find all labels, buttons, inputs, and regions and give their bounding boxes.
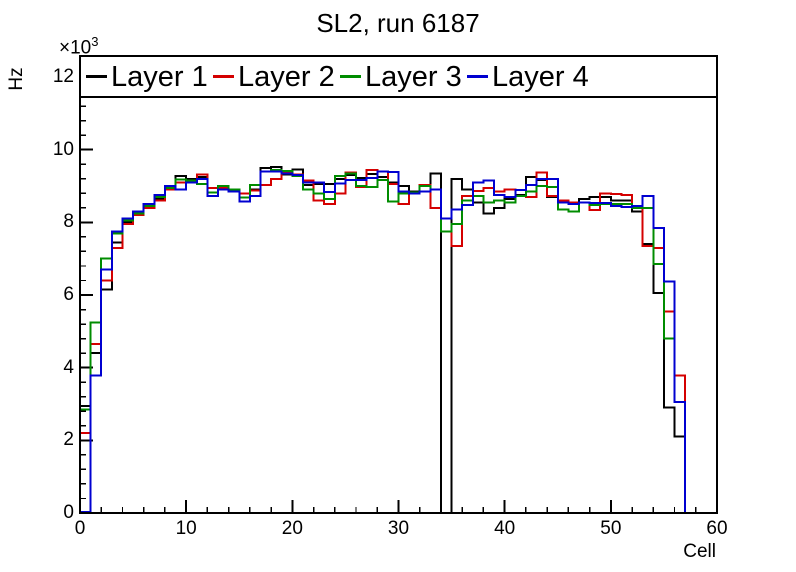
x-tick-label: 10 xyxy=(175,518,197,539)
plot-frame xyxy=(79,55,718,514)
x-tick-label: 60 xyxy=(706,518,728,539)
x-tick-label: 0 xyxy=(74,518,86,539)
legend-label-layer-1: Layer 1 xyxy=(111,61,208,93)
y-tick-label: 2 xyxy=(63,429,74,451)
layer-3-histogram xyxy=(79,169,717,514)
legend-box xyxy=(79,55,718,98)
x-axis-title: Cell xyxy=(683,541,716,562)
x-tick-label: 20 xyxy=(281,518,303,539)
layer-1-histogram xyxy=(79,165,717,514)
legend-label-layer-2: Layer 2 xyxy=(238,61,335,93)
y-tick-label: 4 xyxy=(63,356,74,378)
y-tick-label: 0 xyxy=(63,502,74,523)
y-axis-power-label: ×103 xyxy=(59,34,98,59)
y-tick-label: 6 xyxy=(63,284,74,306)
y-tick-label: 10 xyxy=(52,138,74,160)
layer-2-histogram xyxy=(79,169,717,514)
x-tick-label: 30 xyxy=(387,518,410,539)
y-tick-label: 8 xyxy=(63,211,74,233)
x-tick-label: 50 xyxy=(600,518,622,539)
legend-label-layer-4: Layer 4 xyxy=(492,61,589,93)
y-tick-label: 12 xyxy=(52,66,74,88)
x-tick-label: 40 xyxy=(494,518,516,539)
plot-title: SL2, run 6187 xyxy=(316,8,480,38)
y-power-base: ×10 xyxy=(59,37,92,59)
y-power-exponent: 3 xyxy=(91,34,99,49)
layer-4-histogram xyxy=(79,170,717,514)
legend-label-layer-3: Layer 3 xyxy=(365,61,462,93)
